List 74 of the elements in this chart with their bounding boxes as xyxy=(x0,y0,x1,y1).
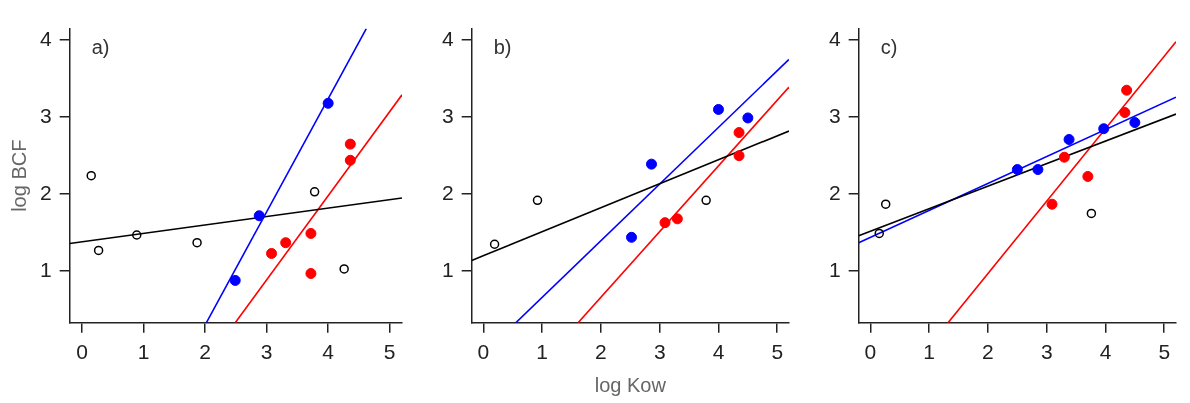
point xyxy=(1121,84,1133,96)
y-tick-label: 4 xyxy=(39,26,52,50)
y-tick-label: 2 xyxy=(828,180,841,204)
annotation: c) xyxy=(880,36,898,59)
point xyxy=(1098,123,1110,135)
point xyxy=(1011,164,1023,176)
x-tick-label: 4 xyxy=(322,340,335,364)
point xyxy=(192,237,202,248)
point xyxy=(132,230,142,240)
point xyxy=(280,237,292,249)
point xyxy=(645,158,657,170)
point xyxy=(1129,117,1141,129)
y-tick-label: 1 xyxy=(441,258,454,281)
point xyxy=(86,170,96,181)
point xyxy=(1082,170,1094,182)
point xyxy=(701,195,711,206)
y-tick-label: 1 xyxy=(39,258,52,281)
point xyxy=(322,97,334,109)
point xyxy=(305,227,317,239)
point xyxy=(489,239,500,249)
point xyxy=(1063,134,1075,145)
x-tick-label: 2 xyxy=(199,340,211,364)
point xyxy=(344,138,356,150)
y-tick-label: 4 xyxy=(441,26,454,50)
point xyxy=(1058,151,1070,163)
y-tick-label: 3 xyxy=(828,103,841,127)
x-tick-label: 3 xyxy=(260,340,273,364)
x-axis-title: log Kow xyxy=(594,373,667,396)
y-tick-label: 1 xyxy=(828,258,841,281)
annotation: a) xyxy=(91,36,110,59)
y-axis-title: log BCF xyxy=(7,139,30,212)
point xyxy=(93,245,104,256)
y-tick-label: 3 xyxy=(39,103,52,127)
point xyxy=(253,210,265,222)
y-tick-label: 4 xyxy=(828,26,841,50)
y-tick-label: 2 xyxy=(39,180,52,204)
point xyxy=(1032,164,1044,176)
x-tick-label: 0 xyxy=(76,340,88,364)
point xyxy=(874,228,884,239)
x-tick-label: 1 xyxy=(923,340,936,364)
x-tick-label: 3 xyxy=(653,340,666,364)
point xyxy=(733,127,745,139)
point xyxy=(733,150,745,162)
x-tick-label: 5 xyxy=(771,340,784,364)
point xyxy=(229,274,241,286)
point xyxy=(1046,198,1058,210)
point xyxy=(626,231,638,243)
point xyxy=(659,217,671,229)
x-tick-label: 1 xyxy=(536,340,549,364)
point xyxy=(880,199,891,209)
point xyxy=(1119,107,1131,119)
point xyxy=(305,268,317,280)
point xyxy=(309,187,320,197)
x-tick-label: 2 xyxy=(982,340,994,364)
point xyxy=(1086,208,1097,219)
point xyxy=(339,264,349,274)
point xyxy=(712,103,724,115)
x-tick-label: 3 xyxy=(1040,340,1053,364)
point xyxy=(532,195,543,206)
x-tick-label: 0 xyxy=(477,340,490,364)
x-tick-label: 5 xyxy=(383,340,396,364)
x-tick-label: 0 xyxy=(864,340,877,364)
x-tick-label: 2 xyxy=(595,340,607,364)
x-tick-label: 4 xyxy=(712,340,725,364)
y-tick-label: 2 xyxy=(441,180,454,204)
y-tick-label: 3 xyxy=(441,103,454,127)
x-tick-label: 4 xyxy=(1099,340,1112,364)
point xyxy=(671,213,683,225)
point xyxy=(742,112,754,124)
point xyxy=(266,247,278,259)
annotation: b) xyxy=(493,36,512,59)
x-tick-label: 1 xyxy=(137,340,150,364)
point xyxy=(344,154,356,166)
x-tick-label: 5 xyxy=(1158,340,1171,364)
